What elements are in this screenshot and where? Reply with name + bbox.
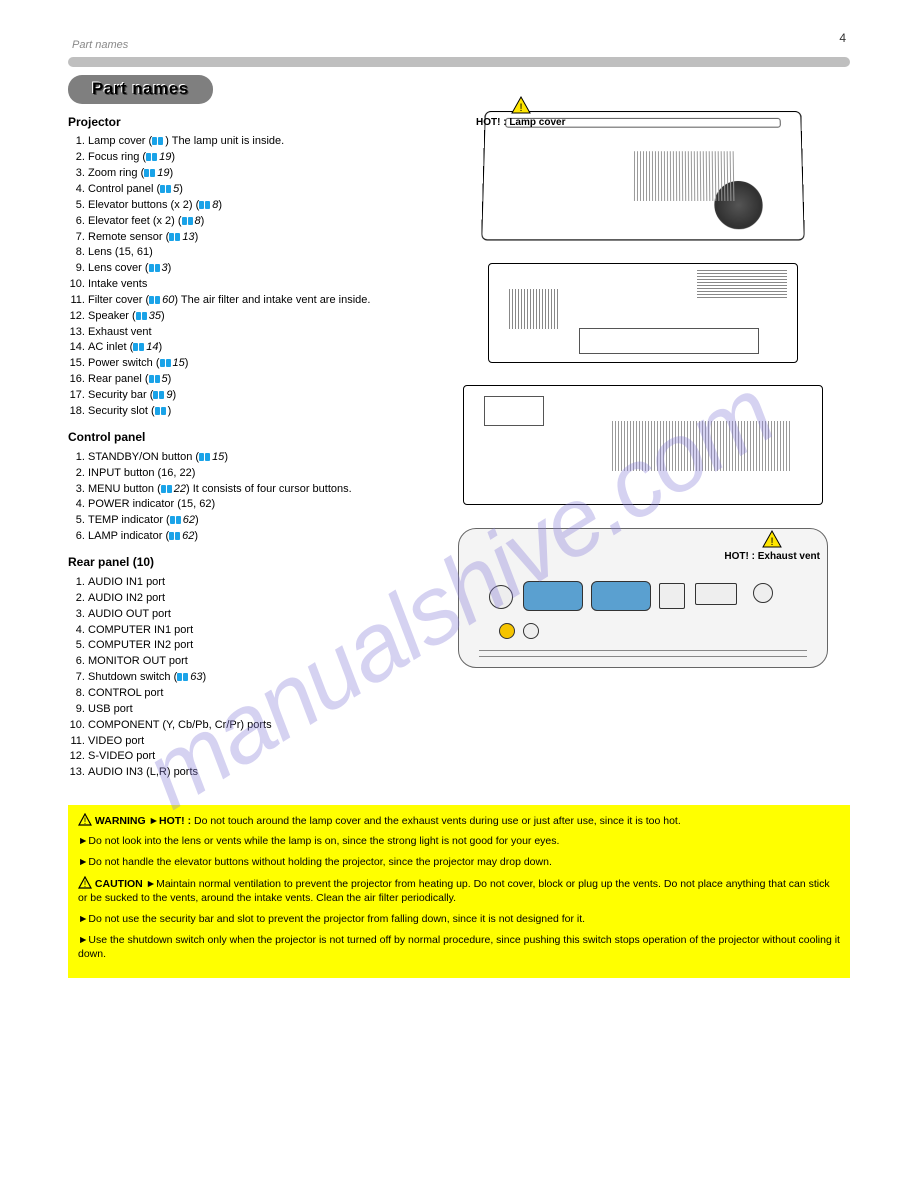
list-item: MENU button (22) It consists of four cur… [88, 481, 428, 497]
projector-list: Lamp cover () The lamp unit is inside. F… [68, 134, 428, 419]
list-item: S-VIDEO port [88, 749, 428, 765]
left-column: Projector Lamp cover () The lamp unit is… [68, 110, 428, 791]
list-item: MONITOR OUT port [88, 654, 428, 670]
manual-page: 4 Part names Part names manualshive.com … [0, 0, 918, 1188]
page-number: 4 [839, 30, 846, 46]
warning-triangle-icon: ! [78, 876, 92, 889]
svg-text:!: ! [84, 816, 87, 826]
list-item: Control panel (5) [88, 182, 428, 198]
list-item: Elevator feet (x 2) (8) [88, 213, 428, 229]
list-item: Focus ring (19) [88, 150, 428, 166]
rear-heading: Rear panel (10) [68, 554, 428, 570]
projector-side-illustration [463, 385, 823, 505]
projector-front-illustration [481, 111, 805, 240]
svg-text:!: ! [771, 536, 774, 548]
control-heading: Control panel [68, 429, 428, 445]
list-item: Shutdown switch (63) [88, 670, 428, 686]
book-icon [160, 184, 172, 194]
list-item: TEMP indicator (62) [88, 513, 428, 529]
list-item: Speaker (35) [88, 308, 428, 324]
book-icon [133, 342, 145, 352]
illustration-column: ! HOT! : Lamp cover ! HOT! : Exhaust ven… [436, 110, 850, 791]
book-icon [160, 358, 172, 368]
list-item: STANDBY/ON button (15) [88, 449, 428, 465]
list-item: AUDIO IN1 port [88, 575, 428, 591]
list-item: Lens cover (3) [88, 261, 428, 277]
book-icon [146, 152, 158, 162]
list-item: AUDIO IN2 port [88, 590, 428, 606]
list-item: Intake vents [88, 277, 428, 293]
book-icon [169, 232, 181, 242]
rear-list: AUDIO IN1 port AUDIO IN2 port AUDIO OUT … [68, 575, 428, 781]
list-item: LAMP indicator (62) [88, 529, 428, 545]
projector-rear-illustration [488, 263, 798, 363]
warning-triangle-icon: ! [78, 813, 92, 826]
list-item: VIDEO port [88, 733, 428, 749]
list-item: COMPUTER IN2 port [88, 638, 428, 654]
list-item: Exhaust vent [88, 324, 428, 340]
list-item: Lens (15, 61) [88, 245, 428, 261]
warning-heading: WARNING [95, 815, 146, 827]
book-icon [155, 406, 167, 416]
book-icon [182, 216, 194, 226]
running-head: Part names [72, 38, 850, 53]
warning-triangle-icon: ! [762, 530, 782, 548]
content-row: Projector Lamp cover () The lamp unit is… [68, 110, 850, 791]
control-list: STANDBY/ON button (15) INPUT button (16,… [68, 449, 428, 544]
book-icon [149, 295, 161, 305]
hot-label-top: ! HOT! : Lamp cover [476, 96, 565, 128]
book-icon [161, 484, 173, 494]
list-item: AUDIO IN3 (L,R) ports [88, 765, 428, 781]
book-icon [170, 515, 182, 525]
book-icon [149, 263, 161, 273]
book-icon [169, 531, 181, 541]
list-item: COMPONENT (Y, Cb/Pb, Cr/Pr) ports [88, 717, 428, 733]
list-item: AUDIO OUT port [88, 606, 428, 622]
list-item: Lamp cover () The lamp unit is inside. [88, 134, 428, 150]
section-pill: Part names [68, 75, 213, 104]
list-item: CONTROL port [88, 686, 428, 702]
list-item: COMPUTER IN1 port [88, 622, 428, 638]
list-item: AC inlet (14) [88, 340, 428, 356]
header-bar [68, 57, 850, 67]
list-item: Rear panel (5) [88, 372, 428, 388]
list-item: Remote sensor (13) [88, 229, 428, 245]
list-item: Filter cover (60) The air filter and int… [88, 292, 428, 308]
list-item: Power switch (15) [88, 356, 428, 372]
book-icon [199, 200, 211, 210]
list-item: Security bar (9) [88, 387, 428, 403]
book-icon [136, 311, 148, 321]
hot-label-bottom: ! HOT! : Exhaust vent [724, 530, 820, 562]
book-icon [153, 390, 165, 400]
book-icon [149, 374, 161, 384]
list-item: INPUT button (16, 22) [88, 465, 428, 481]
list-item: USB port [88, 701, 428, 717]
warning-triangle-icon: ! [511, 96, 531, 114]
book-icon [152, 136, 164, 146]
svg-text:!: ! [519, 102, 522, 114]
projector-heading: Projector [68, 114, 428, 130]
list-item: Security slot () [88, 403, 428, 419]
caution-heading: CAUTION [95, 878, 143, 890]
list-item: POWER indicator (15, 62) [88, 497, 428, 513]
svg-text:!: ! [84, 879, 87, 889]
list-item: Zoom ring (19) [88, 166, 428, 182]
warning-box: ! WARNING ►HOT! : Do not touch around th… [68, 805, 850, 979]
book-icon [177, 672, 189, 682]
book-icon [144, 168, 156, 178]
list-item: Elevator buttons (x 2) (8) [88, 197, 428, 213]
book-icon [199, 452, 211, 462]
